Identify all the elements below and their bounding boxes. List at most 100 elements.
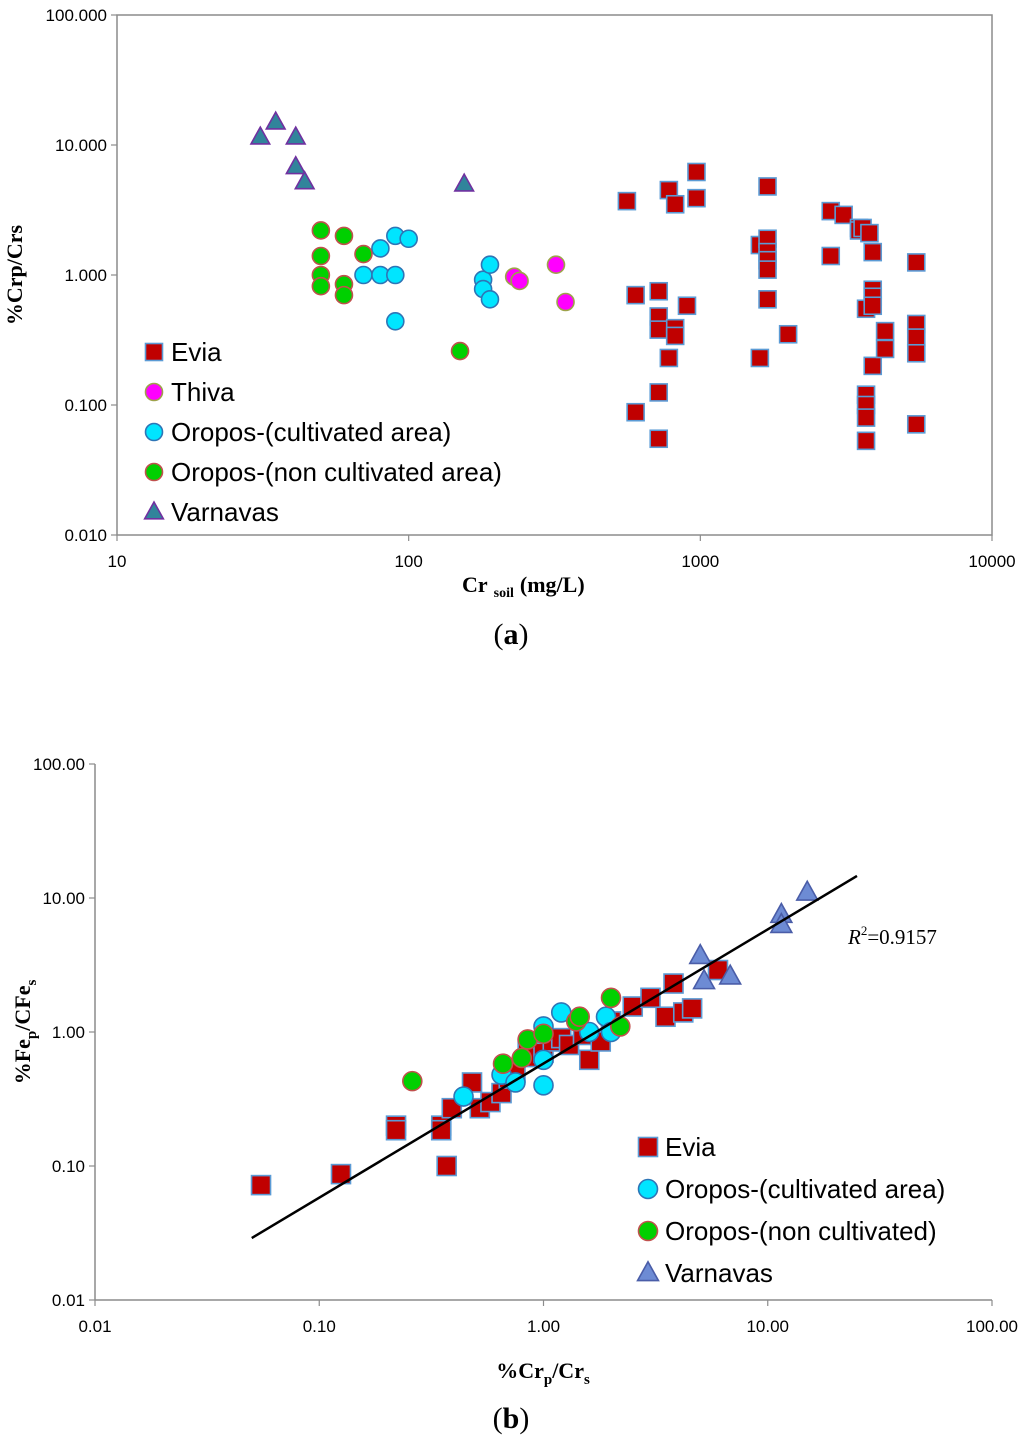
a-series-thiva [504,255,575,312]
regression-line [251,874,858,1240]
x-tick-label: 100 [394,552,422,571]
data-point [692,968,716,990]
b-series-varnavas [688,879,820,990]
data-point [371,239,390,258]
data-point [264,110,287,130]
x-tick-label: 0.01 [78,1317,111,1336]
legend-marker [636,1260,660,1282]
data-point [834,205,853,225]
data-point [311,221,331,240]
axes-a: 0.010 0.100 1.000 10.000 100.000 10 100 1000 100… [46,6,1016,571]
data-point [600,987,622,1009]
data-point [649,281,669,301]
data-point [533,1075,554,1096]
data-point [688,943,713,965]
data-point [655,1006,676,1028]
data-point [533,1049,554,1071]
y-tick-label: 0.10 [52,1157,85,1176]
legend-marker [144,422,164,442]
legend-b: Evia Oropos-(cultivated area) Oropos-(non … [636,1132,945,1288]
x-tick-label: 0.10 [303,1317,336,1336]
axes-b: 0.01 0.10 1.00 10.00 100.00 0.01 0.10 1.00 10.00… [33,755,1018,1336]
a-series-oropos-cultivated-area- [354,226,500,331]
data-point [533,1023,554,1045]
data-point [617,191,637,211]
b-legend-label: Oropos-(cultivated area) [665,1174,945,1204]
y-tick-label: 100.00 [33,755,85,774]
data-point [311,276,331,296]
data-point [480,255,500,275]
marks-b [250,879,820,1196]
trendline-b [251,874,858,1240]
data-point [453,172,475,192]
y-tick-label: 0.01 [52,1291,85,1310]
data-point [665,194,685,214]
legend-marker [637,1220,659,1242]
marks-a [249,110,926,451]
data-point [334,285,354,305]
legend-marker [637,1178,659,1200]
data-point [546,255,566,275]
y-tick-label: 1.00 [52,1023,85,1042]
data-point [906,415,926,434]
data-point [510,271,529,291]
data-point [649,383,669,402]
x-tick-label: 1.00 [527,1317,560,1336]
a-legend-label: Thiva [171,377,235,407]
legend-marker [144,342,164,362]
data-point [450,341,470,361]
data-point [578,1049,600,1071]
data-point [311,246,331,266]
data-point [609,1016,631,1037]
a-legend-label: Oropos-(cultivated area) [171,417,451,447]
data-point [386,312,405,331]
panel-label-b: (b) [493,1402,530,1435]
data-point [649,320,669,339]
data-point [875,339,895,359]
data-point [856,431,876,451]
data-point [556,292,575,312]
data-point [681,998,703,1019]
r-squared-label: R2=0.9157 [847,923,937,949]
data-point [856,408,876,427]
a-legend-label: Oropos-(non cultivated area) [171,457,502,487]
data-point [402,1070,423,1092]
data-point [821,246,841,266]
data-point [778,324,798,344]
data-point [750,348,770,368]
b-legend-label: Evia [665,1132,716,1162]
data-point [511,1047,533,1069]
data-point [436,1155,457,1177]
y-tick-label: 10.00 [42,889,85,908]
data-point [385,1119,407,1141]
y-tick-label: 100.000 [46,6,107,25]
data-point [285,155,307,175]
legend-a: Evia Thiva Oropos-(cultivated area) Oropos-… [143,337,502,527]
data-point [906,253,926,272]
data-point [285,125,307,145]
data-point [906,328,926,347]
chart-panel-b: 0.01 0.10 1.00 10.00 100.00 0.01 0.10 1.00 10.00… [10,755,1018,1435]
data-point [354,244,373,264]
x-tick-label: 10000 [968,552,1015,571]
data-point [453,1086,474,1107]
data-point [677,296,697,316]
data-point [334,226,354,246]
x-tick-label: 100.00 [966,1317,1018,1336]
chart-panel-a: 0.010 0.100 1.000 10.000 100.000 10 100 1000 100… [2,6,1016,651]
data-point [665,326,685,346]
data-point [480,290,500,309]
data-point [569,1006,590,1028]
data-point [659,348,679,368]
data-point [354,265,373,285]
data-point [758,177,777,196]
data-point [626,402,645,422]
a-series-evia [617,162,926,451]
data-point [293,170,316,190]
panel-label-a: (a) [494,618,529,651]
b-series-oropos-non-cultivated- [402,987,631,1092]
data-point [718,963,743,985]
data-point [906,343,926,363]
data-point [758,260,777,279]
